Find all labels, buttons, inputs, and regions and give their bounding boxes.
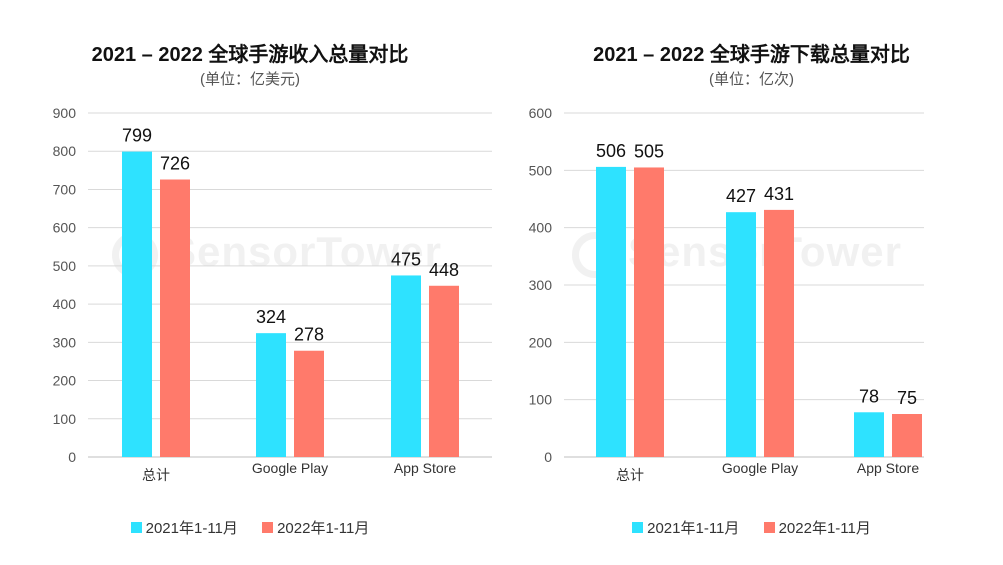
x-category-label: App Store (394, 460, 456, 476)
undefined (122, 151, 152, 458)
revenue-plot: 0 100 200 300 400 500 600 700 800 900 799 726 总计 324 2… (53, 105, 492, 483)
data-label: 475 (391, 249, 421, 269)
x-category-label: Google Play (252, 460, 328, 476)
y-tick-label: 800 (53, 143, 77, 159)
watermark-text: SensorTower (168, 228, 442, 275)
legend-label-2022: 2022年1-11月 (277, 520, 370, 537)
x-category-label: 总计 (142, 467, 170, 483)
data-label: 505 (634, 141, 664, 161)
data-label: 324 (256, 307, 286, 327)
y-tick-label: 400 (53, 296, 77, 312)
data-label: 431 (764, 184, 794, 204)
legend-item-2021: 2021年1-11月 (632, 517, 739, 538)
y-tick-label: 500 (529, 162, 553, 178)
data-label: 726 (160, 154, 190, 174)
y-tick-label: 100 (53, 411, 77, 427)
y-tick-label: 900 (53, 105, 77, 121)
undefined (634, 167, 664, 457)
legend-item-2022: 2022年1-11月 (763, 517, 871, 538)
data-label: 78 (859, 386, 879, 406)
y-tick-label: 200 (53, 373, 77, 389)
legend-label-2021: 2021年1-11月 (647, 520, 740, 537)
y-tick-label: 300 (529, 277, 553, 293)
data-label: 278 (294, 325, 324, 345)
data-label: 799 (122, 126, 152, 146)
y-tick-label: 100 (529, 392, 553, 408)
undefined (764, 209, 794, 457)
downloads-chart-panel: SensorTower 2021 – 2022 全球手游下载总量对比 (单位：亿… (500, 0, 1003, 565)
data-label: 448 (429, 260, 459, 280)
chart-title: 2021 – 2022 全球手游下载总量对比 (593, 44, 910, 66)
undefined (160, 179, 190, 458)
chart-subtitle: (单位：亿次) (709, 71, 794, 88)
watermark-revenue: SensorTower (112, 228, 442, 278)
chart-title: 2021 – 2022 全球手游收入总量对比 (91, 44, 409, 66)
legend-item-2021: 2021年1-11月 (130, 517, 238, 538)
legend: 2021年1-11月 2022年1-11月 (500, 517, 1003, 538)
legend-item-2022: 2022年1-11月 (262, 517, 369, 538)
undefined (854, 412, 884, 457)
undefined (391, 275, 421, 457)
y-tick-label: 600 (53, 220, 77, 236)
y-tick-label: 0 (68, 449, 76, 465)
legend-swatch-2022 (262, 522, 274, 533)
x-category-label: Google Play (722, 460, 798, 476)
legend-swatch-2022 (763, 522, 775, 533)
y-tick-label: 500 (53, 258, 77, 274)
undefined (726, 212, 756, 457)
y-tick-label: 300 (53, 334, 77, 350)
legend-swatch-2021 (130, 522, 142, 533)
legend-label-2022: 2022年1-11月 (778, 520, 871, 537)
undefined (256, 333, 286, 457)
y-tick-label: 0 (544, 449, 552, 465)
legend-label-2021: 2021年1-11月 (145, 520, 238, 537)
legend-swatch-2021 (632, 522, 644, 533)
y-tick-label: 700 (53, 181, 77, 197)
x-category-label: App Store (857, 460, 919, 476)
undefined (892, 414, 922, 457)
undefined (294, 350, 324, 457)
data-label: 506 (596, 141, 626, 161)
x-category-label: 总计 (616, 467, 644, 483)
data-label: 75 (897, 388, 917, 408)
downloads-plot: 0 100 200 300 400 500 600 506 505 总计 427 431 Google … (529, 105, 924, 483)
revenue-chart-panel: SensorTower 2021 – 2022 全球手游收入总量对比 (单位：亿… (0, 0, 500, 565)
undefined (429, 285, 459, 457)
data-label: 427 (726, 186, 756, 206)
y-tick-label: 600 (529, 105, 553, 121)
chart-subtitle: (单位：亿美元) (200, 71, 300, 88)
y-tick-label: 400 (529, 220, 553, 236)
undefined (596, 166, 626, 458)
y-tick-label: 200 (529, 334, 553, 350)
legend: 2021年1-11月 2022年1-11月 (0, 517, 500, 538)
